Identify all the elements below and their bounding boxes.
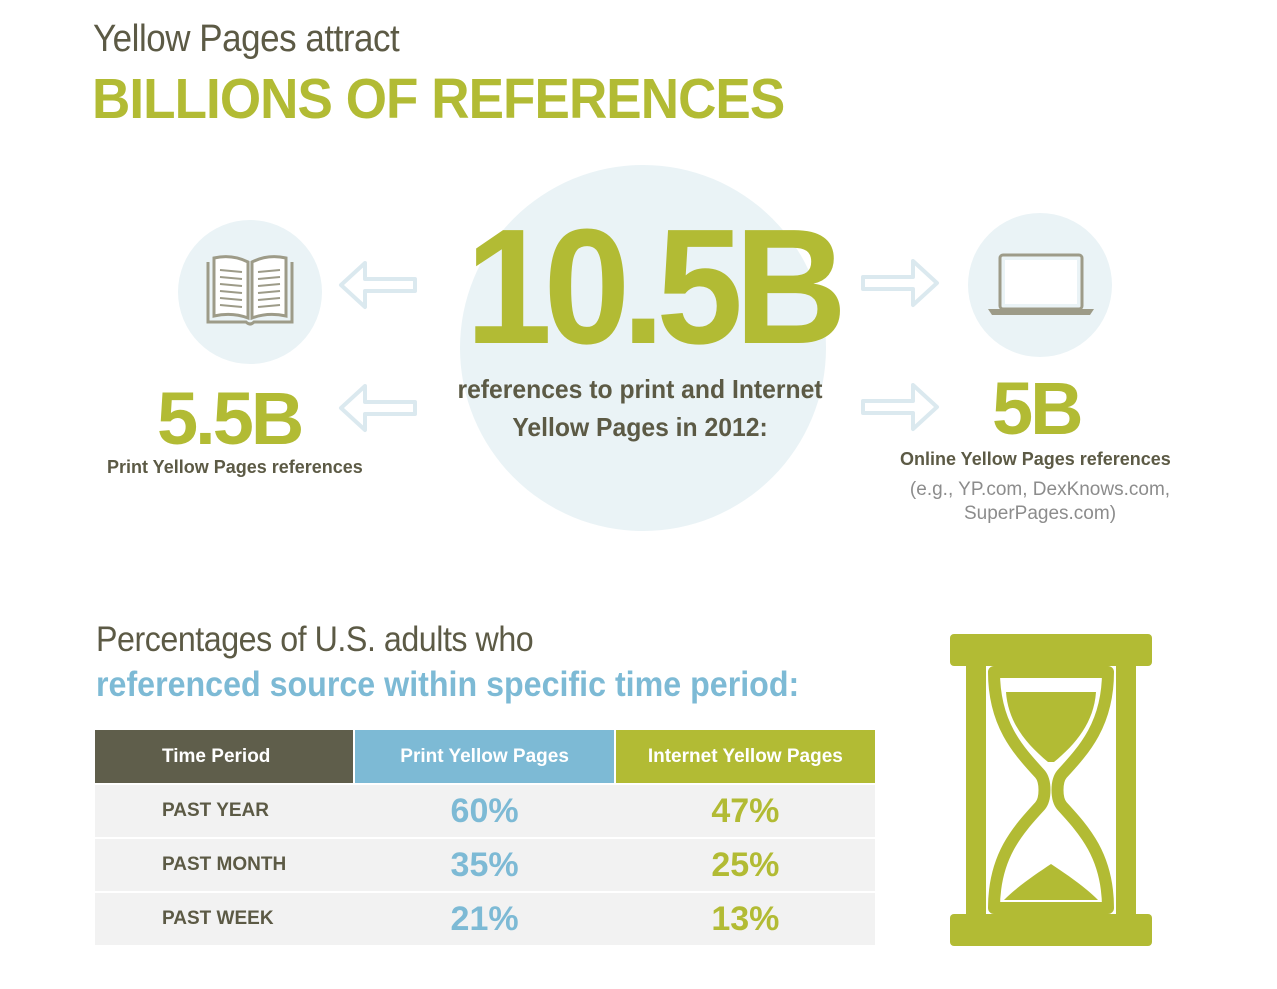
row-label: PAST WEEK: [95, 893, 354, 945]
online-note-line1: (e.g., YP.com, DexKnows.com,: [909, 479, 1171, 500]
arrow-right-bottom-icon: [861, 383, 939, 431]
online-icon-circle: [968, 213, 1112, 357]
row-label: PAST MONTH: [95, 839, 354, 891]
table-header: Time Period Print Yellow Pages Internet …: [95, 730, 875, 783]
hero-caption-line1: references to print and Internet: [457, 374, 823, 404]
page-subtitle: Yellow Pages attract: [93, 18, 400, 60]
internet-value: 25%: [615, 839, 875, 891]
open-book-icon: [206, 255, 294, 326]
section-heading-line2: referenced source within specific time p…: [96, 665, 800, 704]
print-stat-number: 5.5B: [157, 377, 304, 460]
laptop-icon: [988, 253, 1094, 315]
hero-caption: references to print and Internet Yellow …: [431, 370, 849, 446]
online-note-line2: SuperPages.com): [963, 503, 1117, 524]
online-stat-number: 5B: [992, 367, 1084, 450]
arrow-left-top-icon: [339, 261, 417, 309]
print-value: 60%: [355, 785, 614, 837]
usage-table: Time Period Print Yellow Pages Internet …: [95, 730, 875, 945]
internet-value: 13%: [615, 893, 875, 945]
print-icon-circle: [178, 220, 322, 364]
table-row: PAST WEEK 21% 13%: [95, 893, 875, 945]
hero-circle: [460, 165, 826, 531]
hero-caption-line2: Yellow Pages in 2012:: [512, 412, 768, 442]
row-label: PAST YEAR: [95, 785, 354, 837]
arrow-left-bottom-icon: [339, 384, 417, 432]
print-stat-label: Print Yellow Pages references: [107, 457, 363, 477]
internet-value: 47%: [615, 785, 875, 837]
hero-number: 10.5B: [465, 195, 847, 378]
hourglass-icon: [950, 634, 1152, 946]
table-row: PAST YEAR 60% 47%: [95, 785, 875, 837]
page-title: BILLIONS OF REFERENCES: [92, 67, 785, 131]
print-value: 21%: [355, 893, 614, 945]
header-time-period: Time Period: [95, 730, 354, 783]
online-stat-label: Online Yellow Pages references: [900, 449, 1171, 469]
header-print: Print Yellow Pages: [355, 730, 614, 783]
online-stat-note: (e.g., YP.com, DexKnows.com, SuperPages.…: [893, 478, 1187, 526]
section-heading-line1: Percentages of U.S. adults who: [96, 620, 534, 659]
arrow-right-top-icon: [861, 259, 939, 307]
print-value: 35%: [355, 839, 614, 891]
header-internet: Internet Yellow Pages: [615, 730, 875, 783]
table-row: PAST MONTH 35% 25%: [95, 839, 875, 891]
